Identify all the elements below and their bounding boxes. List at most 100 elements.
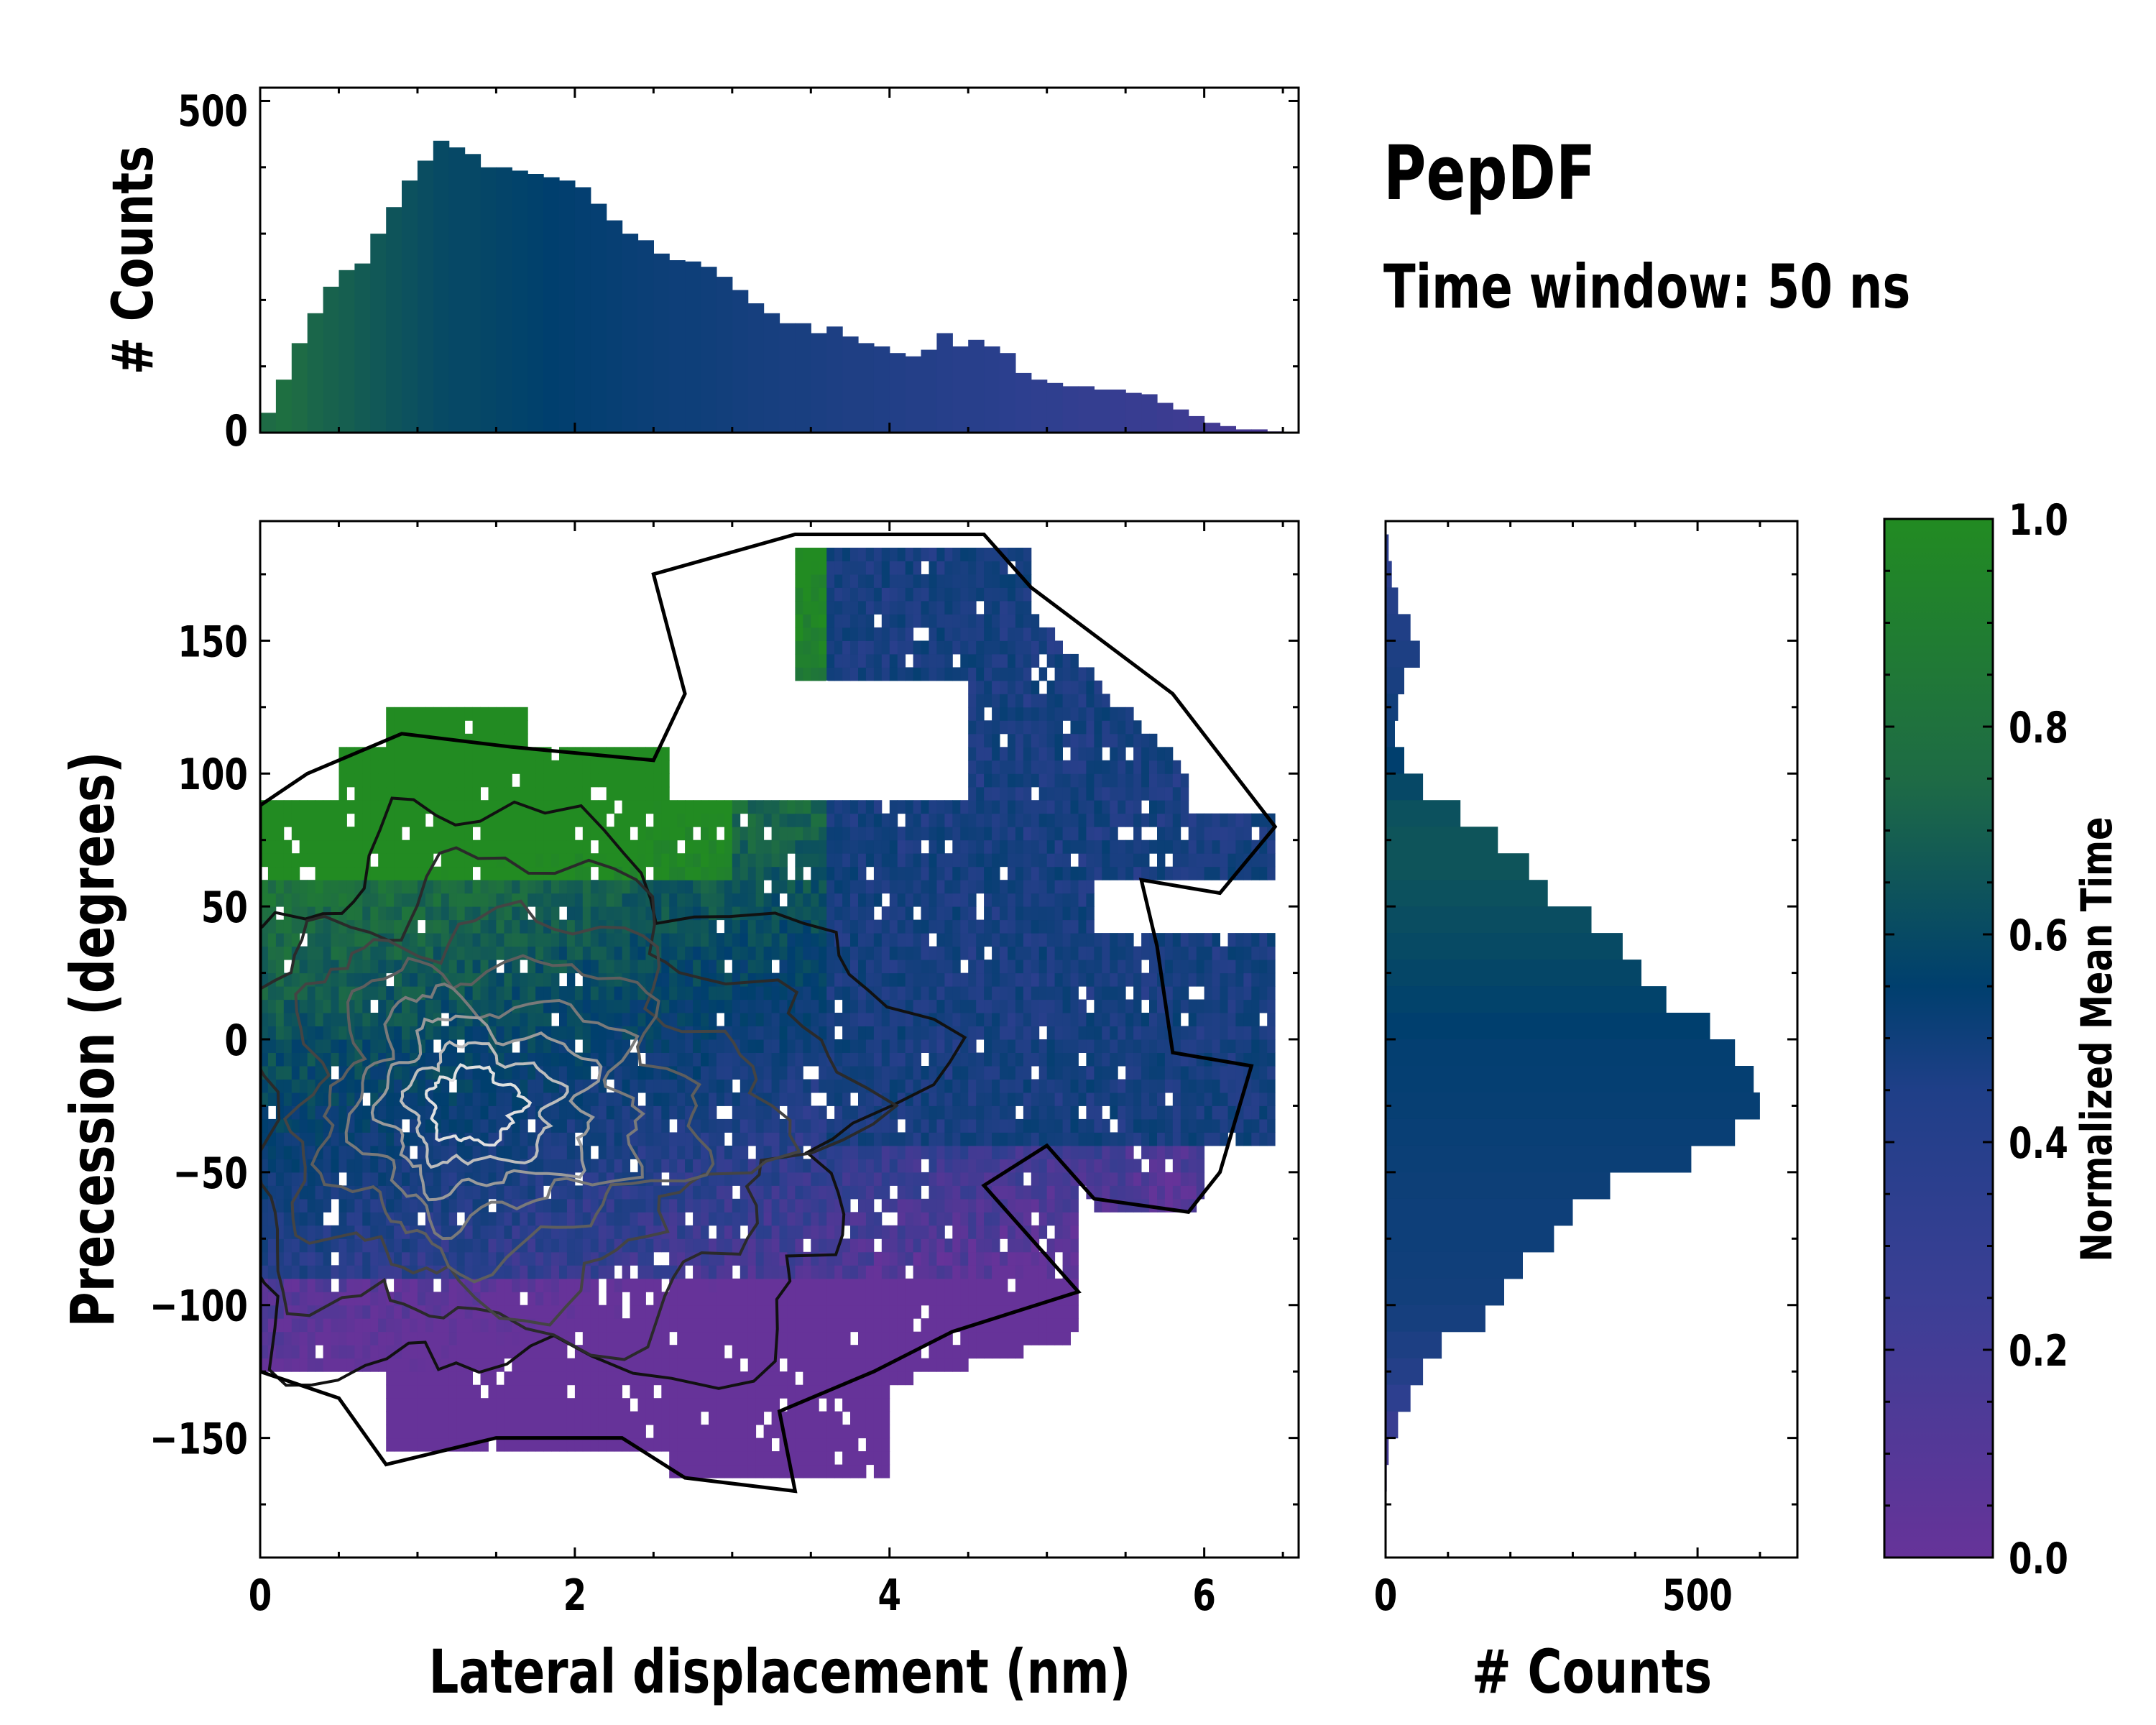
heatmap-cell <box>763 1464 772 1478</box>
heatmap-cell <box>889 1132 898 1146</box>
heatmap-cell <box>858 1278 867 1292</box>
top-histogram-bars <box>260 140 1284 433</box>
heatmap-cell <box>716 999 725 1013</box>
heatmap-cell <box>960 587 969 602</box>
heatmap-cell <box>685 1278 694 1292</box>
heatmap-cell <box>763 813 772 827</box>
heatmap-cell <box>488 773 497 788</box>
heatmap-cell <box>732 1159 741 1173</box>
heatmap-cell <box>448 1251 458 1266</box>
heatmap-cell <box>402 1411 410 1425</box>
heatmap-cell <box>551 1132 560 1146</box>
heatmap-cell <box>803 1278 811 1292</box>
heatmap-cell <box>551 1145 560 1159</box>
heatmap-cell <box>755 1172 765 1186</box>
heatmap-cell <box>819 587 827 602</box>
heatmap-cell <box>881 1278 890 1292</box>
heatmap-cell <box>346 1278 355 1292</box>
heatmap-cell <box>520 733 528 748</box>
heatmap-cell <box>834 866 843 880</box>
heatmap-cell <box>787 813 796 827</box>
heatmap-cell <box>598 1118 607 1133</box>
heatmap-cell <box>740 1345 749 1359</box>
heatmap-cell <box>370 1052 379 1067</box>
heatmap-cell <box>747 946 757 960</box>
heatmap-cell <box>701 893 709 907</box>
heatmap-cell <box>755 1118 765 1133</box>
heatmap-cell <box>960 1212 969 1226</box>
heatmap-cell <box>504 1371 512 1386</box>
heatmap-cell <box>968 587 977 602</box>
heatmap-cell <box>1000 1265 1008 1279</box>
heatmap-cell <box>693 880 701 894</box>
heatmap-cell <box>732 1398 741 1412</box>
heatmap-cell <box>566 1212 576 1226</box>
heatmap-cell <box>929 1052 937 1067</box>
heatmap-cell <box>677 1013 686 1026</box>
heatmap-cell <box>362 960 371 974</box>
heatmap-cell <box>480 747 489 761</box>
heatmap-cell <box>433 1345 442 1359</box>
heatmap-cell <box>661 1345 670 1359</box>
heatmap-cell <box>661 747 670 761</box>
heatmap-cell <box>1000 640 1008 655</box>
heatmap-cell <box>370 893 379 907</box>
heatmap-cell <box>677 1292 686 1306</box>
heatmap-cell <box>716 1238 725 1253</box>
heatmap-cell <box>267 1066 277 1080</box>
heatmap-cell <box>779 972 788 987</box>
heatmap-cell <box>779 1039 788 1053</box>
heatmap-cell <box>488 1145 497 1159</box>
heatmap-cell <box>331 1118 339 1133</box>
heatmap-cell <box>441 1026 450 1040</box>
top-hist-bar <box>732 290 749 433</box>
heatmap-cell <box>826 1013 835 1026</box>
heatmap-cell <box>370 1292 379 1306</box>
heatmap-cell <box>865 800 875 814</box>
heatmap-cell <box>472 1265 481 1279</box>
heatmap-cell <box>504 1345 512 1359</box>
heatmap-cell <box>354 1052 363 1067</box>
heatmap-cell <box>410 1278 418 1292</box>
heatmap-cell <box>260 946 269 960</box>
heatmap-cell <box>701 1278 709 1292</box>
heatmap-cell <box>614 786 622 801</box>
heatmap-cell <box>551 1238 560 1253</box>
heatmap-cell <box>1000 587 1008 602</box>
heatmap-cell <box>724 1212 733 1226</box>
heatmap-cell <box>936 1318 945 1333</box>
heatmap-cell <box>913 640 921 655</box>
heatmap-cell <box>1000 933 1008 947</box>
heatmap-cell <box>724 1384 733 1399</box>
heatmap-cell <box>275 919 285 934</box>
heatmap-cell <box>944 1039 953 1053</box>
heatmap-cell <box>709 880 717 894</box>
heatmap-cell <box>881 1451 890 1466</box>
heatmap-cell <box>386 1411 395 1425</box>
heatmap-cell <box>504 720 512 735</box>
heatmap-cell <box>889 1026 898 1040</box>
heatmap-cell <box>606 1371 615 1386</box>
heatmap-cell <box>267 906 277 921</box>
heatmap-cell <box>622 853 630 868</box>
heatmap-cell <box>402 1185 410 1200</box>
heatmap-cell <box>598 760 607 774</box>
heatmap-cell <box>929 960 937 974</box>
heatmap-cell <box>630 1198 638 1213</box>
heatmap-cell <box>669 933 678 947</box>
heatmap-cell <box>402 853 410 868</box>
heatmap-cell <box>913 1278 921 1292</box>
heatmap-cell <box>653 1092 662 1106</box>
heatmap-cell <box>653 1052 662 1067</box>
heatmap-cell <box>913 999 921 1013</box>
heatmap-cell <box>929 587 937 602</box>
heatmap-cell <box>488 1118 497 1133</box>
heatmap-cell <box>283 893 292 907</box>
heatmap-cell <box>370 946 379 960</box>
top-hist-bar <box>1125 392 1142 433</box>
heatmap-cell <box>566 760 576 774</box>
heatmap-cell <box>606 1292 615 1306</box>
heatmap-cell <box>267 1039 277 1053</box>
heatmap-cell <box>693 986 701 1000</box>
heatmap-cell <box>504 1238 512 1253</box>
